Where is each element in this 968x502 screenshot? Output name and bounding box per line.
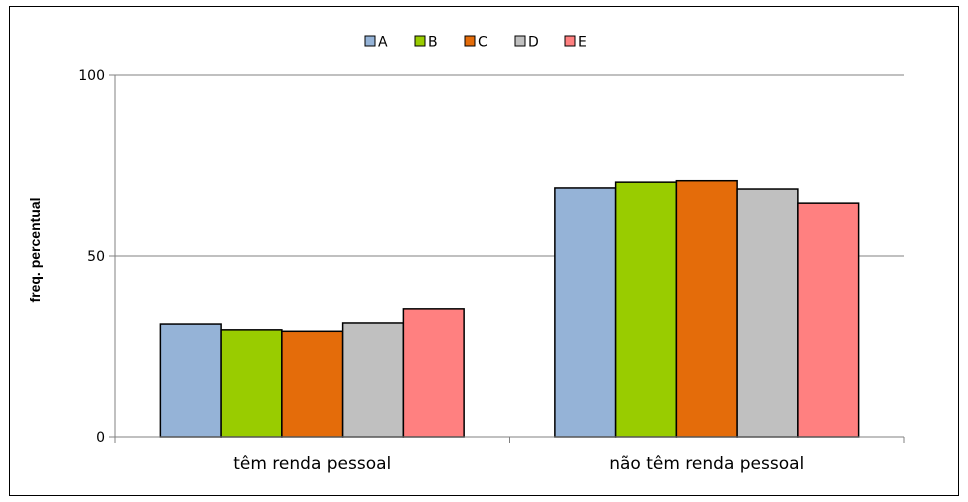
legend-swatch-E — [564, 35, 576, 47]
legend-swatch-B — [414, 35, 426, 47]
axes — [109, 74, 905, 443]
bar-B-0 — [220, 329, 283, 438]
x-category-labels: têm renda pessoal não têm renda pessoal — [233, 454, 804, 474]
y-tick-labels: 0 50 100 — [78, 68, 105, 446]
legend-label-A: A — [378, 35, 388, 51]
bar-E-0 — [402, 308, 465, 438]
legend-label-E: E — [578, 35, 587, 51]
y-tick-label-100: 100 — [78, 68, 105, 84]
y-axis-title: freq. percentual — [27, 197, 43, 302]
legend-swatch-D — [514, 35, 526, 47]
legend-swatch-A — [364, 35, 376, 47]
bar-chart: 0 50 100 têm renda pessoal não têm renda pe… — [27, 35, 905, 474]
bar-E-1 — [797, 202, 860, 438]
y-tick-label-0: 0 — [96, 430, 105, 446]
legend-label-B: B — [428, 35, 438, 51]
x-category-label-1: não têm renda pessoal — [609, 454, 804, 474]
legend-label-C: C — [478, 35, 488, 51]
y-tick-label-50: 50 — [87, 249, 105, 265]
legend-label-D: D — [528, 35, 539, 51]
bars — [159, 179, 860, 438]
bar-C-1 — [675, 179, 738, 438]
bar-D-1 — [736, 188, 799, 438]
legend-swatch-C — [464, 35, 476, 47]
x-category-label-0: têm renda pessoal — [233, 454, 391, 474]
bar-B-1 — [614, 181, 678, 438]
legend: A B C D E — [364, 35, 587, 51]
bar-A-0 — [159, 323, 222, 438]
chart-frame: 0 50 100 têm renda pessoal não têm renda pe… — [9, 6, 959, 496]
bar-D-0 — [341, 322, 405, 438]
bar-C-0 — [281, 330, 344, 438]
bar-A-1 — [554, 187, 617, 438]
